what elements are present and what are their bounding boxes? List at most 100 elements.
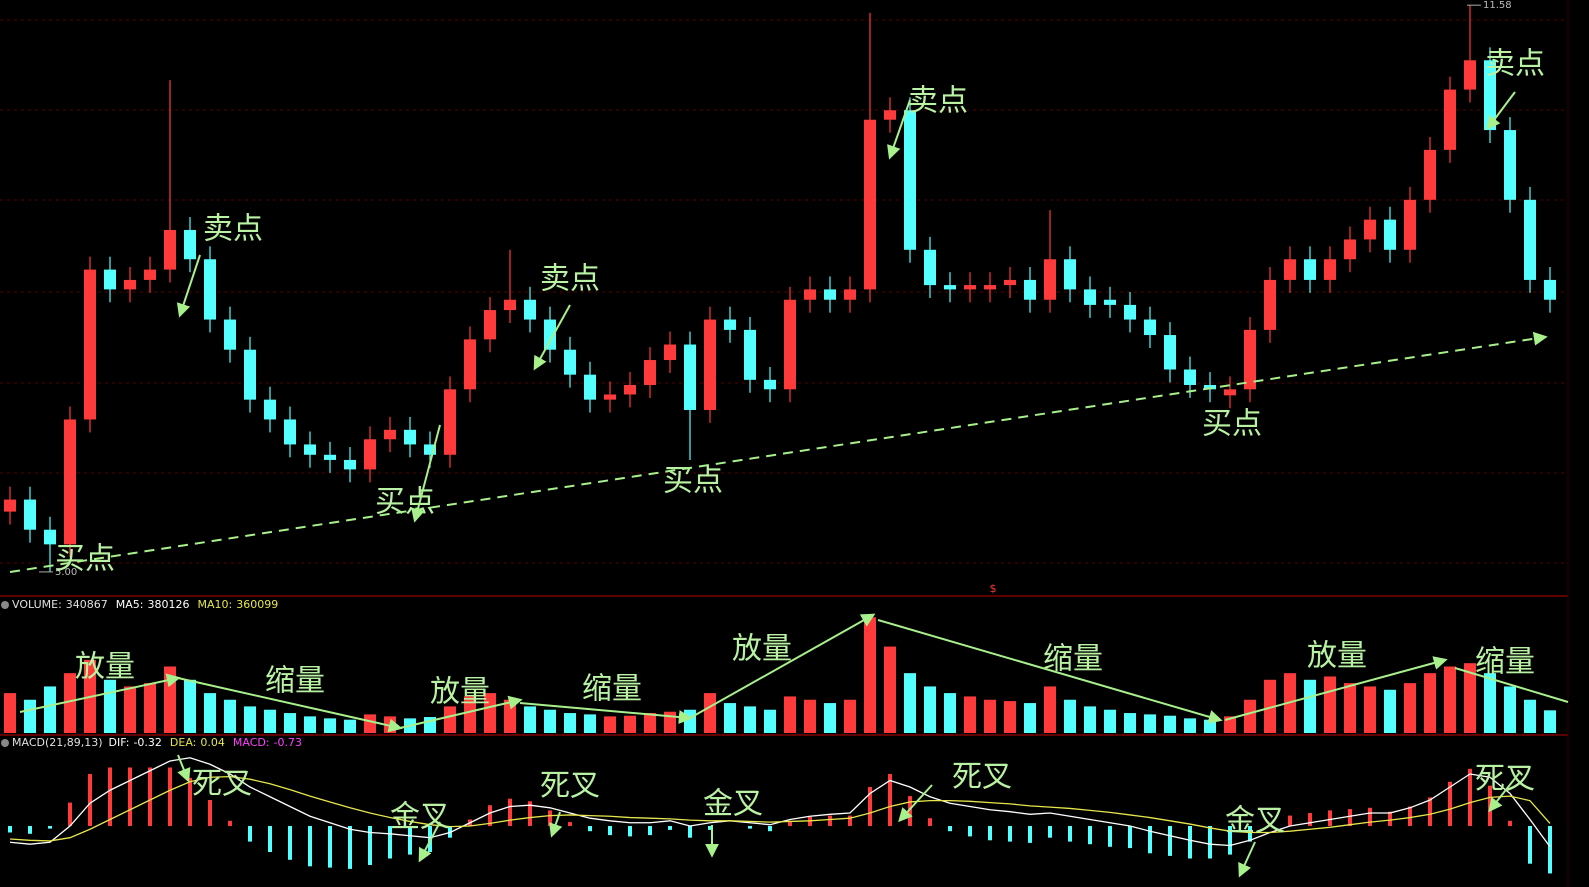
volume-bar xyxy=(224,699,236,733)
candle-body xyxy=(804,289,816,300)
candle-body xyxy=(344,459,356,470)
annotation: 金叉 xyxy=(703,787,763,822)
candle-body xyxy=(1244,329,1256,390)
candle-body xyxy=(1044,259,1056,300)
volume-bar xyxy=(1424,673,1436,733)
candle-body xyxy=(144,269,156,280)
candle-body xyxy=(224,319,236,350)
macd-bar xyxy=(348,826,352,869)
macd-bar xyxy=(1248,826,1252,842)
volume-bar xyxy=(1524,699,1536,733)
candle-body xyxy=(764,379,776,390)
volume-bar xyxy=(1464,663,1476,733)
candle-body xyxy=(424,444,436,455)
candle-body xyxy=(784,299,796,390)
indicator-header: DIF: -0.32 DEA: 0.04 MACD: -0.73 xyxy=(109,736,303,749)
annotation: 死叉 xyxy=(540,769,600,804)
volume-bar xyxy=(804,699,816,733)
candle-body xyxy=(184,229,196,260)
annotation: 缩量 xyxy=(1475,645,1535,680)
candle-body xyxy=(1124,304,1136,320)
annotation: 卖点 xyxy=(203,212,263,247)
volume-bar xyxy=(984,699,996,733)
macd-bar xyxy=(1128,826,1132,849)
volume-bar xyxy=(304,716,316,733)
macd-bar xyxy=(188,777,192,826)
candle-body xyxy=(484,310,496,340)
volume-bar xyxy=(124,686,136,733)
macd-bar xyxy=(8,826,12,833)
annotation: 缩量 xyxy=(582,672,642,707)
volume-bar xyxy=(1404,683,1416,733)
macd-bar xyxy=(1168,826,1172,856)
macd-bar xyxy=(68,802,72,826)
volume-bar xyxy=(444,706,456,733)
candle-body xyxy=(884,110,896,120)
macd-bar xyxy=(108,767,112,826)
candle-body xyxy=(844,289,856,300)
annotation: 放量 xyxy=(732,632,792,667)
macd-bar xyxy=(1088,826,1092,845)
volume-bar xyxy=(864,617,876,733)
annotation: 买点 xyxy=(55,542,115,577)
arrow xyxy=(399,695,523,729)
volume-bar xyxy=(1244,699,1256,733)
macd-bar xyxy=(508,798,512,826)
candle-body xyxy=(104,269,116,290)
candle-body xyxy=(1464,60,1476,90)
candle-body xyxy=(204,259,216,320)
guides xyxy=(9,91,1569,878)
indicator-name: DEA: xyxy=(170,736,196,749)
volume-bar xyxy=(1304,679,1316,733)
volume-bar xyxy=(584,714,596,733)
indicator-value: -0.32 xyxy=(133,736,161,749)
arrow xyxy=(19,673,181,713)
volume-bar xyxy=(344,719,356,733)
macd-bar xyxy=(548,810,552,826)
arrow xyxy=(898,784,933,823)
annotation: 放量 xyxy=(430,675,490,710)
candle-body xyxy=(604,394,616,400)
candle-body xyxy=(1544,279,1556,300)
indicator-header: VOLUME: 340867 MA5: 380126 MA10: 360099 xyxy=(12,598,278,611)
macd-bar xyxy=(128,767,132,826)
annotation: 放量 xyxy=(1307,639,1367,674)
candle-body xyxy=(584,374,596,400)
macd-bar xyxy=(388,826,392,859)
macd-bar xyxy=(288,826,292,860)
annotation: 买点 xyxy=(1202,407,1262,442)
candle-body xyxy=(264,399,276,420)
volume-bar xyxy=(524,706,536,733)
macd-bar xyxy=(868,787,872,826)
volume-bar xyxy=(1504,686,1516,733)
candle-body xyxy=(624,385,636,395)
volume-bar xyxy=(1264,679,1276,733)
arrow xyxy=(176,254,201,318)
candle-body xyxy=(964,285,976,290)
annotation: 放量 xyxy=(75,650,135,685)
candle-body xyxy=(444,389,456,455)
volume-bar xyxy=(1024,703,1036,733)
candle-body xyxy=(664,344,676,361)
indicator-name: MA5: xyxy=(116,598,144,611)
candle-body xyxy=(1324,259,1336,280)
macd-bar xyxy=(1028,826,1032,843)
volume-bar xyxy=(844,699,856,733)
volume-bar xyxy=(44,686,56,733)
volume-bar xyxy=(164,666,176,733)
volume-bar xyxy=(24,699,36,733)
panel-icon xyxy=(1,601,9,609)
volume-bar xyxy=(1124,713,1136,733)
macd-bar xyxy=(588,826,592,832)
arrow xyxy=(887,99,911,160)
macd-bar xyxy=(1108,826,1112,847)
macd-bar xyxy=(1408,806,1412,826)
macd-bar xyxy=(748,826,752,829)
volume-bar xyxy=(1044,686,1056,733)
candle-body xyxy=(1164,335,1176,370)
volume-bar xyxy=(744,706,756,733)
macd-bar xyxy=(1228,826,1232,855)
volume-bar xyxy=(1364,686,1376,733)
macd-bar xyxy=(1148,826,1152,854)
volume-bar xyxy=(764,709,776,733)
